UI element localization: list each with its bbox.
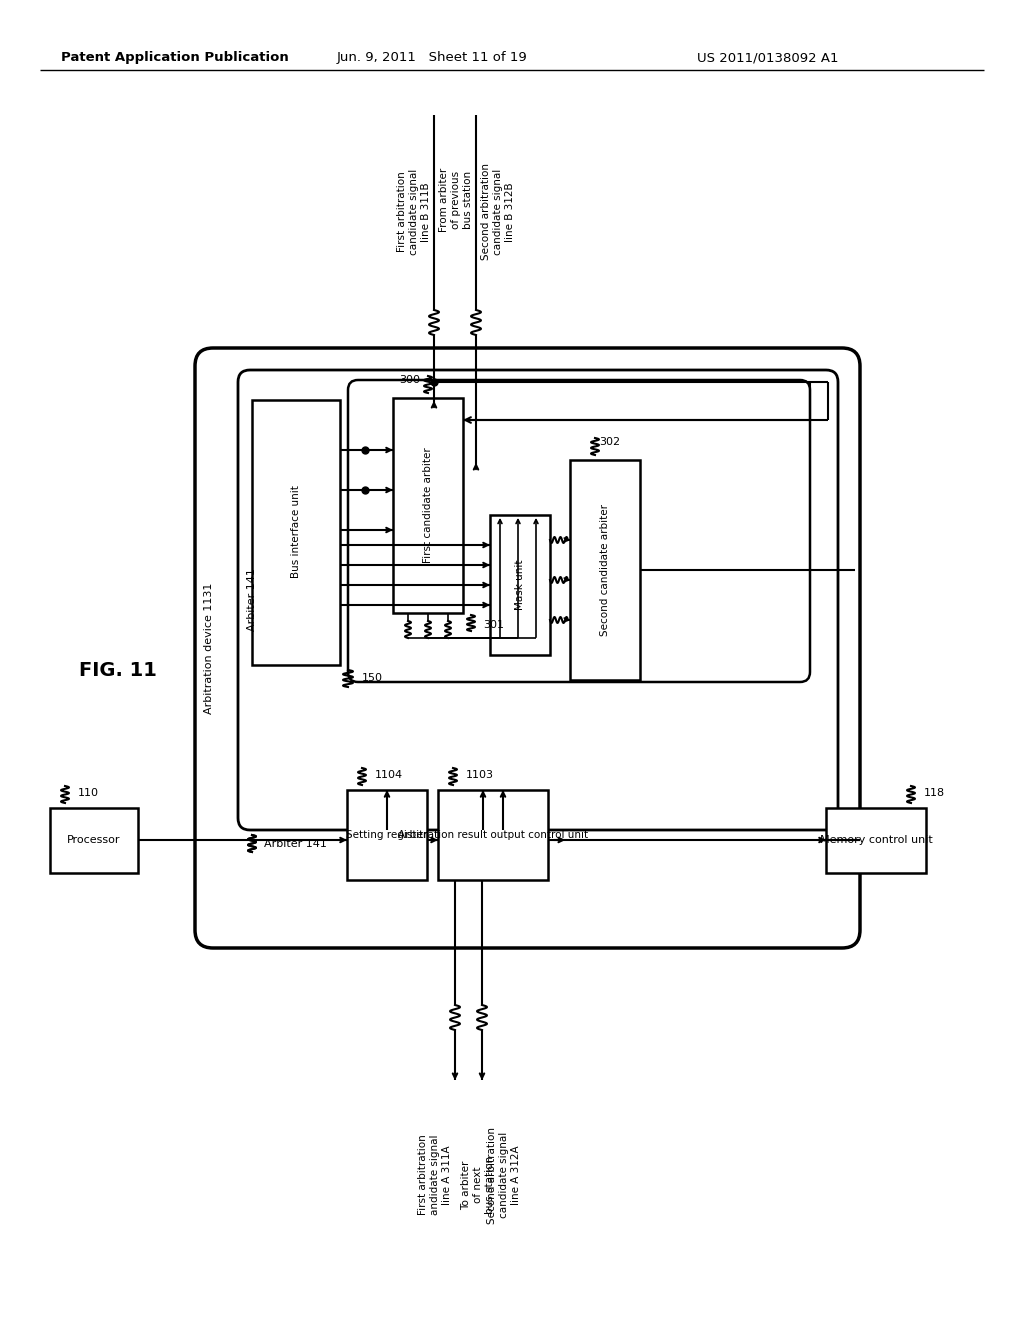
Bar	[490, 515, 550, 655]
Text: First arbitration
candidate signal
line B 311B: First arbitration candidate signal line …	[397, 169, 431, 255]
Bar	[826, 808, 926, 873]
Bar	[50, 808, 138, 873]
Bar	[252, 400, 340, 665]
Text: FIG. 11: FIG. 11	[79, 660, 157, 680]
Text: First arbitration
andidate signal
line A 311A: First arbitration andidate signal line A…	[419, 1135, 452, 1216]
Text: Jun. 9, 2011   Sheet 11 of 19: Jun. 9, 2011 Sheet 11 of 19	[337, 51, 527, 65]
FancyBboxPatch shape	[238, 370, 838, 830]
FancyBboxPatch shape	[195, 348, 860, 948]
Bar	[570, 459, 640, 680]
Text: 1104: 1104	[375, 770, 403, 780]
Text: Processor: Processor	[68, 836, 121, 845]
Text: Second arbitration
candidate signal
line B 312B: Second arbitration candidate signal line…	[481, 164, 515, 260]
Text: Memory control unit: Memory control unit	[819, 836, 933, 845]
Text: Arbiter 141: Arbiter 141	[264, 840, 327, 849]
Text: 300: 300	[399, 375, 421, 385]
Bar	[347, 789, 427, 880]
Text: Bus interface unit: Bus interface unit	[291, 486, 301, 578]
Text: From arbiter
of previous
bus station: From arbiter of previous bus station	[439, 168, 473, 232]
Text: First candidate arbiter: First candidate arbiter	[423, 447, 433, 562]
Text: 150: 150	[362, 673, 383, 682]
Text: Arbitration result output control unit: Arbitration result output control unit	[398, 830, 588, 840]
Text: To arbiter
of next
bus station: To arbiter of next bus station	[462, 1156, 495, 1214]
Text: 1103: 1103	[466, 770, 494, 780]
Text: 110: 110	[78, 788, 99, 799]
Text: 302: 302	[599, 437, 621, 447]
Bar	[438, 789, 548, 880]
Text: Arbiter 141: Arbiter 141	[247, 569, 257, 631]
Text: Arbitration device 1131: Arbitration device 1131	[204, 582, 214, 714]
Text: Mask unit: Mask unit	[515, 560, 525, 610]
FancyBboxPatch shape	[348, 380, 810, 682]
Text: Second candidate arbiter: Second candidate arbiter	[600, 504, 610, 636]
Text: Setting register: Setting register	[346, 830, 428, 840]
Bar	[393, 399, 463, 612]
Text: US 2011/0138092 A1: US 2011/0138092 A1	[697, 51, 839, 65]
Text: Patent Application Publication: Patent Application Publication	[61, 51, 289, 65]
Text: Second arbitration
candidate signal
line A 312A: Second arbitration candidate signal line…	[487, 1126, 520, 1224]
Text: 118: 118	[924, 788, 945, 799]
Text: 301: 301	[483, 620, 504, 630]
